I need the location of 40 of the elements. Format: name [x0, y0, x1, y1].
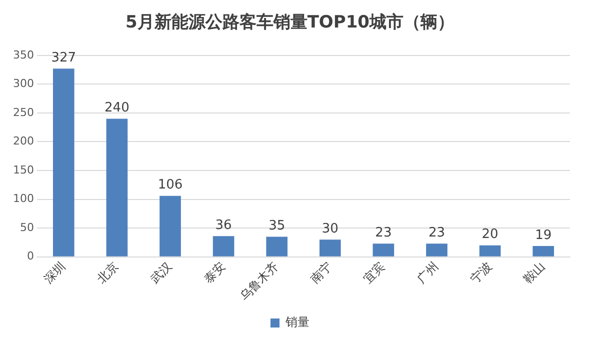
- y-tick-label: 200: [12, 134, 34, 148]
- y-tick-label: 50: [20, 220, 34, 234]
- bar: [106, 118, 128, 256]
- chart-title: 5月新能源公路客车销量TOP10城市（辆）: [126, 12, 454, 33]
- data-label: 106: [158, 178, 183, 193]
- data-label: 327: [51, 50, 76, 66]
- data-label: 240: [104, 100, 130, 116]
- y-tick-label: 300: [12, 77, 34, 90]
- x-tick-label: 广州: [414, 259, 442, 286]
- data-label: 30: [322, 221, 338, 236]
- x-tick-label: 武汉: [148, 259, 175, 286]
- data-label: 19: [535, 228, 552, 243]
- bar: [52, 68, 74, 256]
- bar: [319, 240, 341, 256]
- bar: [479, 245, 501, 256]
- x-tick-label: 鞍山: [520, 259, 548, 286]
- legend-label: 销量: [284, 315, 310, 330]
- x-tick-label: 泰安: [201, 259, 228, 286]
- bar: [212, 236, 234, 256]
- x-tick-label: 北京: [94, 259, 122, 286]
- x-tick-label: 深圳: [41, 259, 68, 286]
- bar: [266, 236, 288, 256]
- data-label: 23: [428, 226, 446, 241]
- x-tick-label: 宁波: [468, 259, 494, 286]
- x-tick-label: 宜宾: [360, 259, 388, 286]
- x-tick-label: 乌鲁木齐: [237, 259, 282, 304]
- bar: [372, 244, 394, 256]
- data-label: 23: [375, 226, 392, 241]
- x-tick-label: 南宁: [308, 259, 334, 286]
- data-label: 36: [215, 218, 232, 234]
- data-label: 35: [268, 218, 286, 234]
- y-tick-label: 350: [12, 48, 34, 62]
- y-tick-label: 150: [12, 163, 34, 176]
- bar: [160, 196, 181, 256]
- y-tick-label: 100: [12, 192, 34, 206]
- bar: [426, 244, 448, 256]
- y-tick-label: 250: [12, 106, 34, 119]
- bar: [532, 246, 554, 256]
- y-tick-label: 0: [26, 250, 34, 263]
- data-label: 20: [482, 227, 498, 242]
